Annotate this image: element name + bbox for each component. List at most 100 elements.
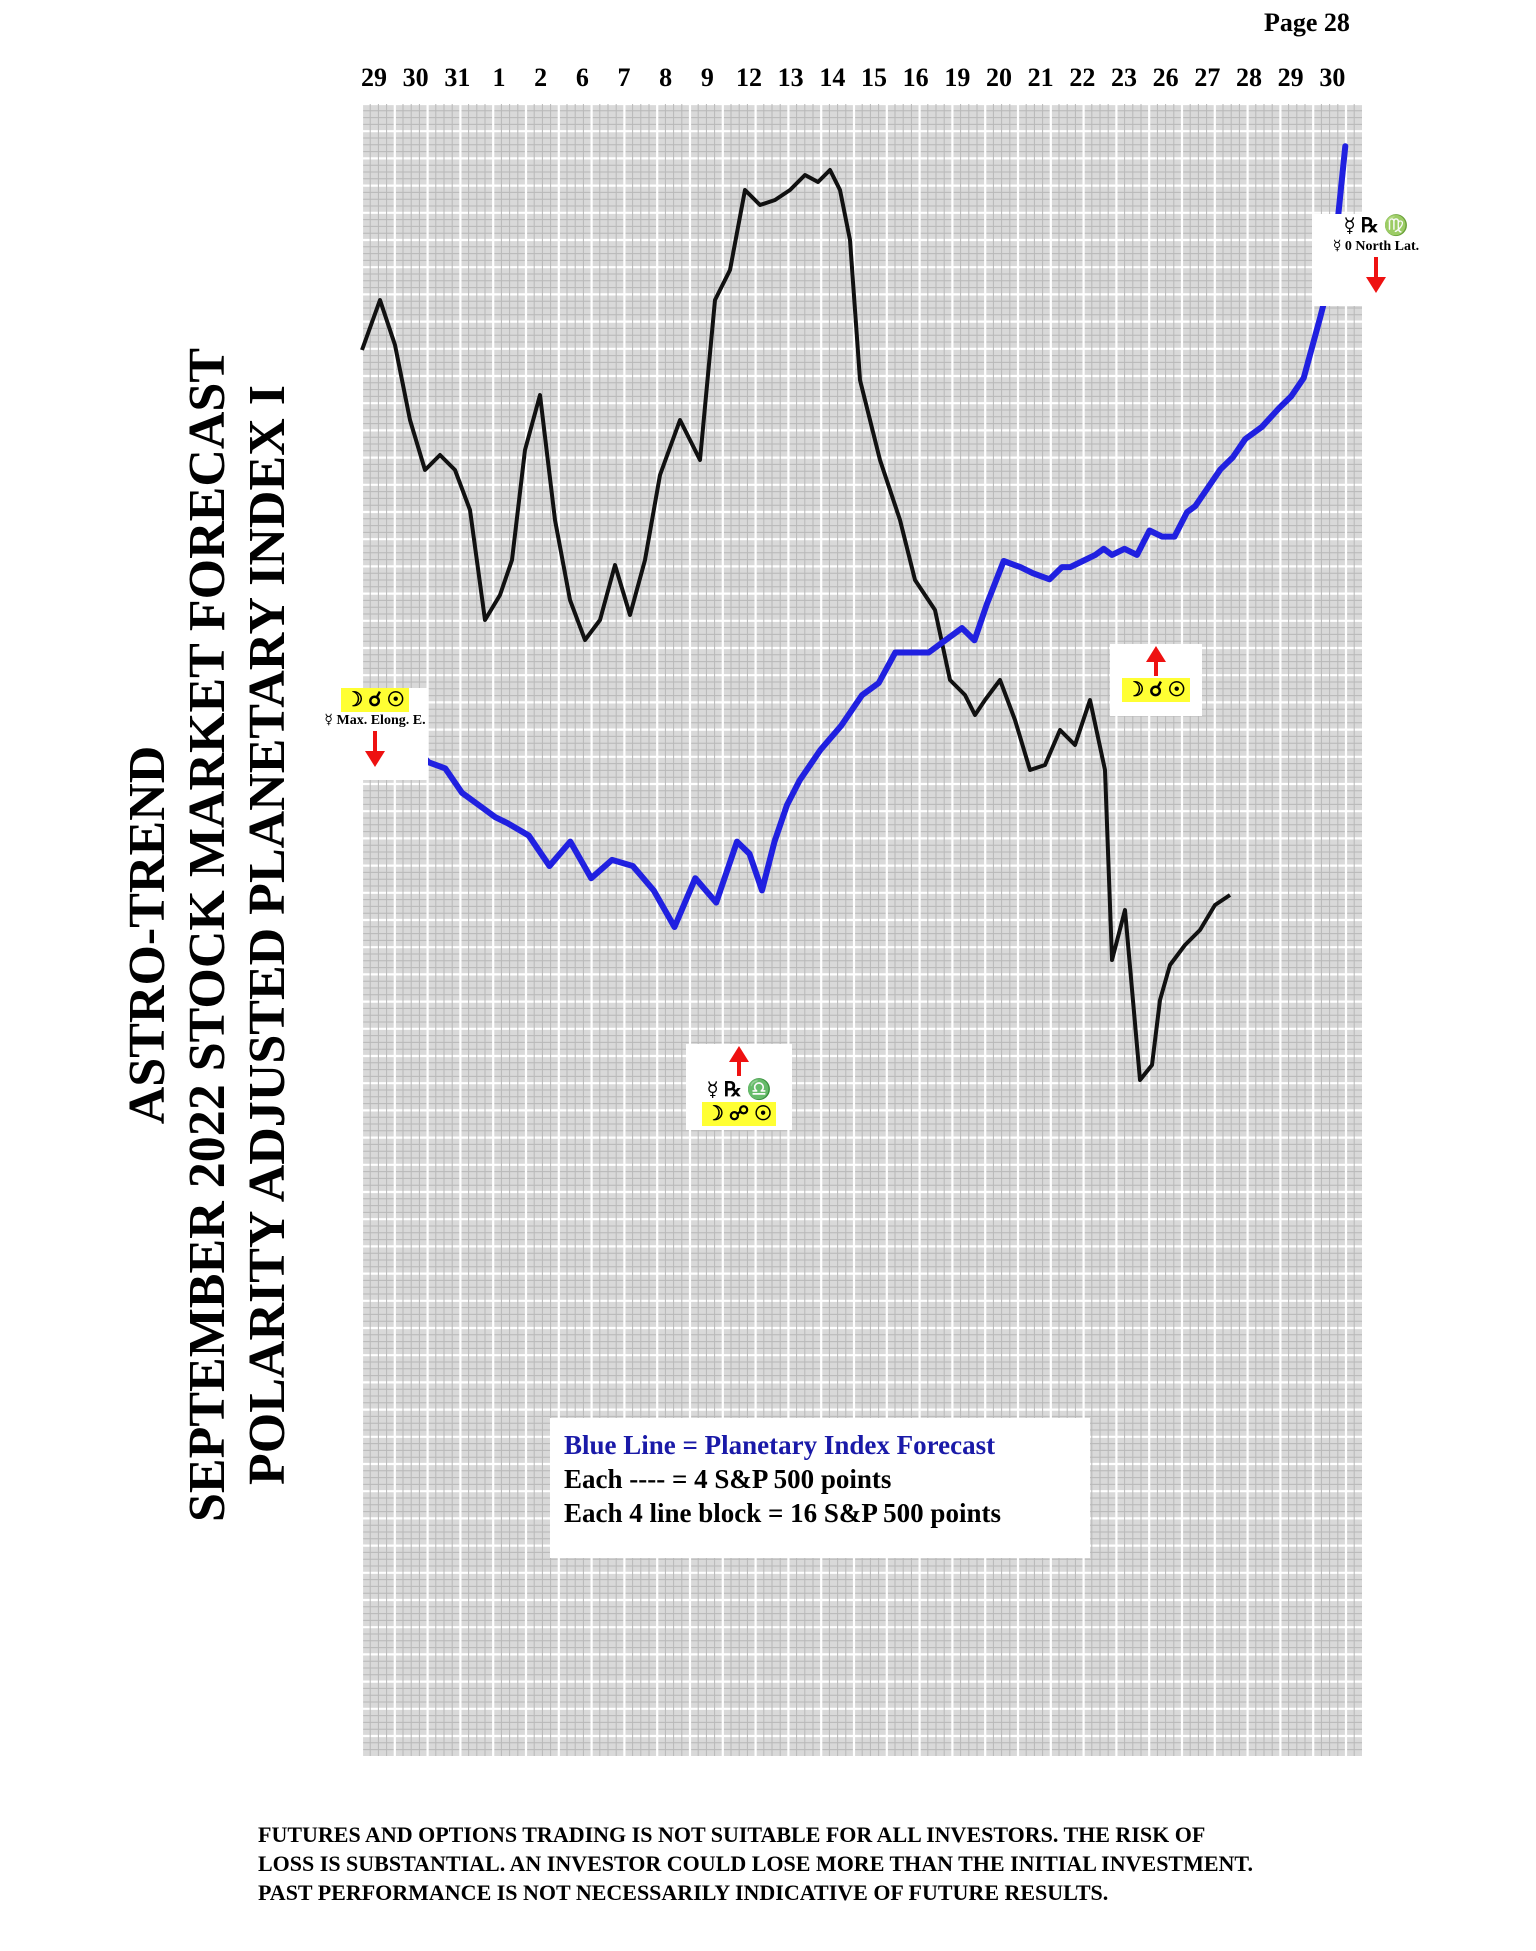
x-tick-label: 30 [403, 63, 429, 92]
forecast-point [1124, 548, 1125, 550]
legend-scale-line: Each ---- = 4 S&P 500 points [564, 1464, 892, 1494]
forecast-point [528, 835, 530, 836]
x-tick-label: 8 [659, 63, 672, 92]
chart-title: ASTRO-TREND SEPTEMBER 2022 STOCK MARKET … [118, 325, 308, 1545]
forecast-point [1244, 438, 1246, 440]
annotation-text: ☿ Max. Elong. E. [324, 713, 426, 728]
forecast-point [1082, 560, 1084, 562]
x-tick-labels: 29 30 31 1 2 6 7 8 9 12 13 14 15 16 19 20 21 22 23 26 27 28 29… [361, 63, 1345, 92]
aspect-symbols: ☽ ☌ ☉ [341, 688, 409, 712]
forecast-point [1103, 548, 1105, 550]
forecast-point [1174, 536, 1175, 538]
forecast-point [1019, 566, 1021, 568]
annotation-north-lat: ☿ ℞ ♍ ☿ 0 North Lat. [1312, 214, 1440, 306]
forecast-point [590, 877, 592, 879]
legend-block-line: Each 4 line block = 16 S&P 500 points [564, 1498, 1001, 1528]
title-line-2: SEPTEMBER 2022 STOCK MARKET FORECAST [179, 347, 236, 1523]
annotation-retrograde: ☿ ℞ ♎ ☽ ☍ ☉ [686, 1044, 792, 1130]
x-tick-label: 27 [1194, 63, 1220, 92]
forecast-point [1186, 511, 1188, 513]
forecast-point [1032, 572, 1034, 574]
forecast-point [1344, 145, 1346, 147]
forecast-point [749, 853, 750, 855]
annotation-text: ☿ 0 North Lat. [1332, 239, 1420, 254]
arrow-up-icon [729, 1046, 749, 1076]
forecast-point [1061, 566, 1063, 568]
forecast-point [1003, 560, 1005, 562]
forecast-point [507, 822, 509, 824]
forecast-point [1219, 469, 1221, 470]
x-tick-label: 29 [1278, 63, 1304, 92]
annotation-symbols-top: ☿ ℞ ♎ [706, 1079, 772, 1101]
forecast-point [1094, 554, 1096, 556]
x-tick-label: 26 [1153, 63, 1179, 92]
forecast-point [786, 804, 788, 806]
x-tick-label: 16 [903, 63, 929, 92]
x-tick-label: 21 [1028, 63, 1054, 92]
forecast-point [894, 652, 896, 653]
price-line [360, 168, 1232, 1082]
x-tick-label: 30 [1319, 63, 1345, 92]
forecast-point [961, 627, 963, 629]
x-tick-label: 19 [944, 63, 970, 92]
x-tick-label: 2 [534, 63, 547, 92]
disclaimer-line-1: FUTURES AND OPTIONS TRADING IS NOT SUITA… [258, 1822, 1206, 1847]
forecast-point [1136, 554, 1138, 556]
forecast-point [1303, 377, 1305, 379]
forecast-point [1194, 505, 1196, 507]
forecast-point [715, 902, 717, 904]
forecast-line [359, 143, 1349, 930]
x-tick-label: 12 [736, 63, 762, 92]
forecast-point [478, 804, 480, 806]
forecast-point [674, 926, 675, 928]
forecast-point [928, 652, 930, 653]
forecast-point [653, 889, 655, 891]
chart-legend: Blue Line = Planetary Index Forecast Eac… [550, 1418, 1090, 1558]
x-tick-label: 6 [576, 63, 589, 92]
forecast-point [819, 749, 821, 751]
title-line-1: ASTRO-TREND [119, 745, 176, 1125]
page-number: Page 28 [1264, 8, 1350, 37]
forecast-point [428, 761, 430, 763]
forecast-point [694, 877, 696, 879]
x-tick-label: 1 [493, 63, 506, 92]
arrow-down-icon [365, 731, 385, 767]
arrow-down-icon [1366, 257, 1386, 293]
title-line-3: POLARITY ADJUSTED PLANETARY INDEX I [239, 385, 296, 1485]
forecast-point [736, 841, 738, 843]
forecast-point [911, 652, 913, 653]
forecast-point [799, 780, 800, 782]
forecast-point [861, 694, 863, 696]
forecast-point [1149, 530, 1150, 531]
x-tick-label: 14 [819, 63, 845, 92]
forecast-point [1232, 456, 1234, 458]
forecast-point [774, 841, 775, 843]
annotation-symbols: ☿ ℞ ♍ [1343, 215, 1409, 237]
x-tick-label: 29 [361, 63, 387, 92]
aspect-symbols: ☽ ☌ ☉ [1122, 678, 1190, 702]
forecast-point [986, 603, 988, 605]
disclaimer: FUTURES AND OPTIONS TRADING IS NOT SUITA… [258, 1820, 1458, 1907]
arrow-up-icon [1146, 646, 1166, 676]
forecast-point [1261, 426, 1263, 428]
forecast-point [1161, 536, 1163, 538]
forecast-point [444, 767, 446, 769]
x-tick-label: 13 [778, 63, 804, 92]
forecast-point [632, 865, 634, 867]
x-tick-label: 15 [861, 63, 887, 92]
forecast-point [840, 725, 842, 727]
forecast-point [1319, 316, 1321, 318]
forecast-point [1207, 487, 1209, 489]
forecast-point [1278, 408, 1280, 409]
aspect-symbols: ☽ ☍ ☉ [701, 1102, 777, 1126]
disclaimer-line-2: LOSS IS SUBSTANTIAL. AN INVESTOR COULD L… [258, 1851, 1253, 1876]
x-tick-label: 23 [1111, 63, 1137, 92]
x-tick-label: 28 [1236, 63, 1262, 92]
annotation-max-elong: ☽ ☌ ☉ ☿ Max. Elong. E. [322, 688, 428, 780]
forecast-point [461, 792, 463, 794]
forecast-point [761, 889, 763, 891]
forecast-point [611, 859, 613, 861]
legend-forecast-line: Blue Line = Planetary Index Forecast [564, 1430, 996, 1460]
forecast-point [944, 639, 946, 641]
x-tick-label: 9 [701, 63, 714, 92]
